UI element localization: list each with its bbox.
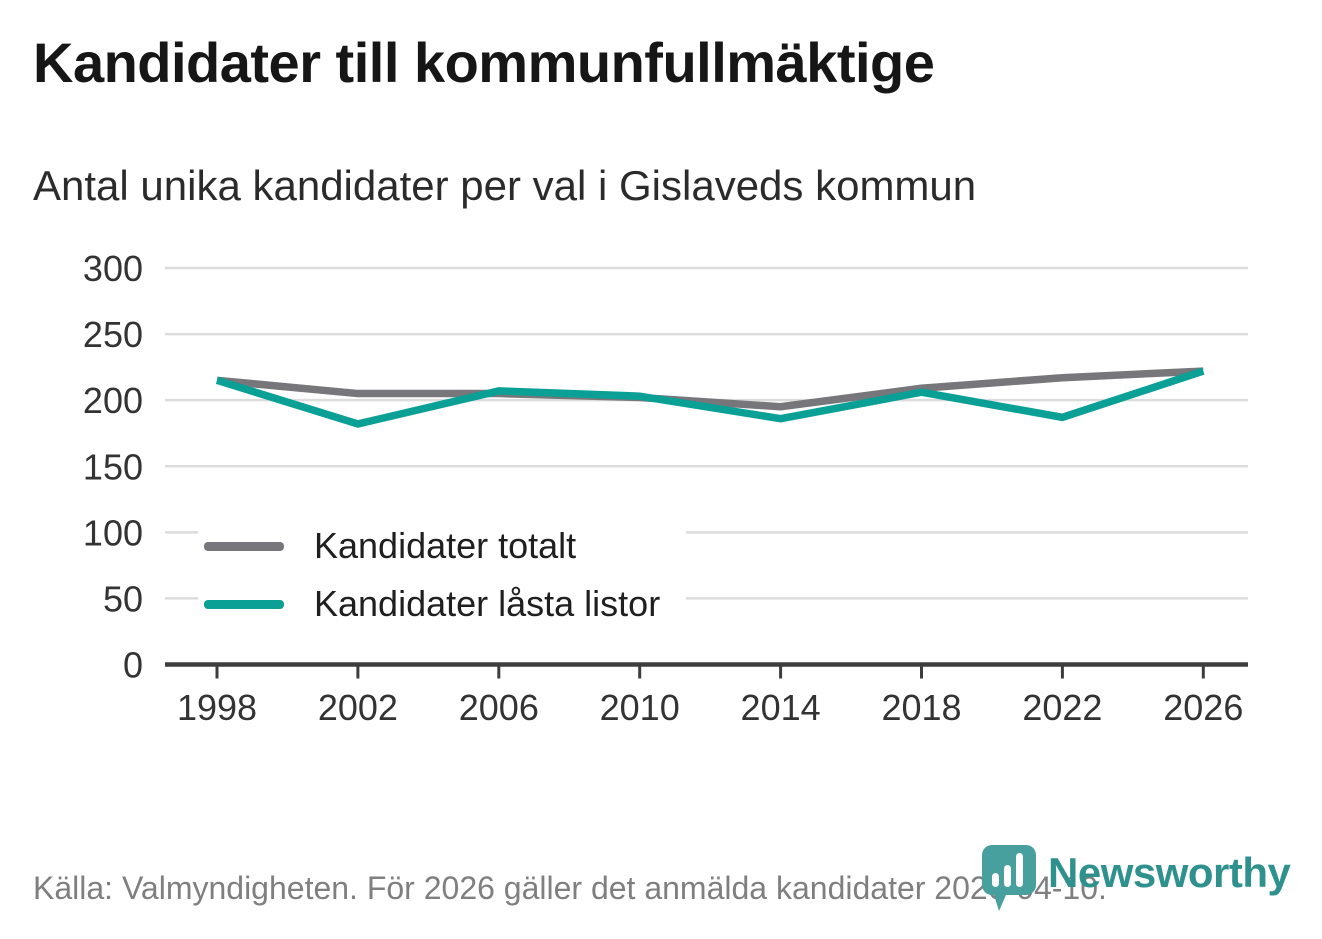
- x-tick-label-2018: 2018: [881, 687, 961, 728]
- bar-tall: [1016, 853, 1023, 887]
- newsworthy-logo: Newsworthy: [978, 843, 1308, 923]
- x-tick-label-2002: 2002: [318, 687, 398, 728]
- legend-item-locked: Kandidater låsta listor: [204, 582, 660, 626]
- source-note: Källa: Valmyndigheten. För 2026 gäller d…: [33, 870, 1107, 906]
- y-tick-label-150: 150: [83, 446, 143, 487]
- legend-swatch-total: [204, 541, 284, 551]
- bar-small: [992, 873, 999, 887]
- y-tick-label-50: 50: [103, 578, 143, 619]
- bar-medium: [1004, 865, 1011, 887]
- newsworthy-pin-icon: [982, 845, 1036, 911]
- y-tick-label-250: 250: [83, 314, 143, 355]
- line-chart-canvas: 0 50 100 150 200 250 300 1998 2002 2006 2010 2014 20…: [83, 248, 1248, 728]
- y-tick-label-300: 300: [83, 248, 143, 289]
- x-tick-label-2022: 2022: [1022, 687, 1102, 728]
- y-tick-label-200: 200: [83, 380, 143, 421]
- y-tick-label-100: 100: [83, 512, 143, 553]
- legend-label-locked: Kandidater låsta listor: [314, 583, 661, 624]
- chart-title: Kandidater till kommunfullmäktige: [33, 31, 935, 94]
- series-line-1: [215, 367, 1205, 428]
- chart-subtitle: Antal unika kandidater per val i Gislave…: [33, 162, 977, 209]
- x-tick-label-2010: 2010: [600, 687, 680, 728]
- x-tick-label-2014: 2014: [741, 687, 821, 728]
- x-tick-label-2006: 2006: [459, 687, 539, 728]
- chart-legend: Kandidater totalt Kandidater låsta listo…: [198, 518, 687, 636]
- y-tick-label-0: 0: [123, 645, 143, 686]
- legend-swatch-locked: [204, 599, 284, 609]
- legend-item-total: Kandidater totalt: [204, 524, 660, 568]
- legend-label-total: Kandidater totalt: [314, 525, 577, 566]
- series-line-0: [216, 367, 1204, 411]
- x-tick-label-1998: 1998: [177, 687, 257, 728]
- newsworthy-wordmark: Newsworthy: [1048, 849, 1291, 896]
- x-tick-label-2026: 2026: [1163, 687, 1243, 728]
